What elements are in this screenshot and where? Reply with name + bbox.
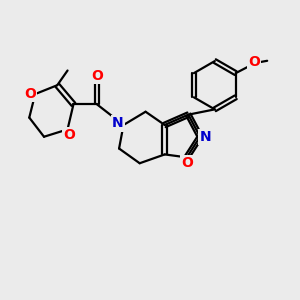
Text: O: O [63,128,75,142]
Text: O: O [248,55,260,69]
Text: N: N [200,130,211,144]
Text: O: O [91,68,103,83]
Text: O: O [181,156,193,170]
Text: O: O [24,87,36,101]
Text: N: N [112,116,123,130]
